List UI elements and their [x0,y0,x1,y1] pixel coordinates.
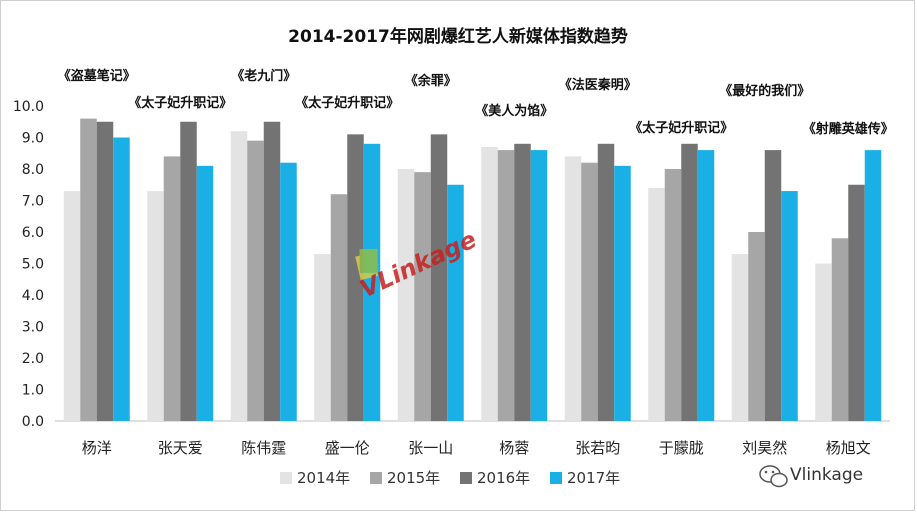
bar [481,146,498,421]
legend-swatch [280,472,292,484]
drama-annotation: 《美人为馅》 [475,103,553,119]
bars-group [63,118,882,422]
bar [864,150,882,421]
x-category-label: 于朦胧 [659,439,704,457]
bar [447,184,464,421]
x-category-label: 刘昊然 [742,439,787,457]
x-category-label: 张一山 [408,439,453,457]
bar [113,137,130,421]
bar [648,187,665,421]
chart-title: 2014-2017年网剧爆红艺人新媒体指数趋势 [288,26,628,47]
bar [514,143,531,422]
drama-annotation: 《盗墓笔记》 [58,68,136,84]
bar [180,121,197,421]
bar [564,156,582,421]
y-tick-label: 5.0 [22,257,44,273]
bar [163,156,181,421]
legend-label: 2016年 [477,469,530,487]
bar [781,191,798,421]
bar [330,194,348,421]
bar [748,232,765,421]
bar [96,121,114,421]
drama-annotation: 《法医秦明》 [559,77,637,93]
x-category-label: 张天爱 [158,439,203,457]
legend-label: 2014年 [297,469,350,487]
x-category-label: 杨洋 [82,439,112,457]
y-tick-label: 0.0 [22,414,44,430]
bar [497,150,515,421]
bar [80,118,97,421]
legend-swatch [460,472,472,484]
bar [414,172,431,421]
bar [831,238,849,421]
x-category-label: 陈伟霆 [241,439,286,457]
drama-annotation: 《射雕英雄传》 [803,121,894,137]
drama-annotation: 《太子妃升职记》 [295,95,399,111]
x-axis-labels: 杨洋 张天爱 陈伟霆 盛一伦 张一山 杨蓉 张若昀 于朦胧 刘昊然 杨旭文 [82,439,871,457]
bar [664,169,682,421]
y-tick-label: 8.0 [22,162,44,178]
bar [848,184,865,421]
x-category-label: 杨蓉 [499,439,529,457]
x-category-label: 杨旭文 [826,439,871,457]
y-tick-label: 1.0 [22,383,44,399]
bar [63,191,81,421]
drama-annotation: 《最好的我们》 [719,83,810,99]
legend-label: 2017年 [567,469,620,487]
bar [147,191,164,421]
bar [614,165,631,421]
drama-annotation: 《太子妃升职记》 [629,120,733,136]
wechat-icon [759,465,788,488]
logo-square-green-icon [359,248,378,274]
bar [263,121,281,421]
y-axis: 0.0 1.0 2.0 3.0 4.0 5.0 6.0 7.0 8.0 9.0 10.0 [13,99,890,430]
bar [530,150,548,421]
legend: 2014年 2015年 2016年 2017年 [280,469,620,487]
legend-label: 2015年 [387,469,440,487]
bar [581,162,598,421]
drama-annotation: 《余罪》 [405,73,457,89]
corner-watermark: Vlinkage [759,465,863,488]
bar [196,165,214,421]
legend-swatch [370,472,382,484]
y-tick-label: 4.0 [22,288,44,304]
corner-watermark-text: Vlinkage [790,465,863,485]
bar [731,254,749,421]
drama-annotation: 《太子妃升职记》 [128,95,232,111]
bar [363,143,381,422]
bar [764,150,782,421]
bar [430,134,448,421]
y-tick-label: 9.0 [22,131,44,147]
x-category-label: 盛一伦 [325,439,370,457]
bar [597,143,615,422]
bar [697,150,715,421]
bar [247,140,264,421]
bar [347,134,364,421]
bar [230,131,248,421]
y-tick-label: 6.0 [22,225,44,241]
y-tick-label: 10.0 [13,99,44,115]
y-tick-label: 2.0 [22,351,44,367]
drama-annotation: 《老九门》 [231,68,296,84]
annotations-group: 《盗墓笔记》《太子妃升职记》《老九门》《太子妃升职记》《余罪》《美人为馅》《法医… [58,68,894,137]
bar [397,169,415,421]
y-tick-label: 3.0 [22,320,44,336]
bar [815,263,832,421]
y-tick-label: 7.0 [22,194,44,210]
legend-swatch [550,472,562,484]
bar [280,162,297,421]
x-category-label: 张若昀 [575,439,620,457]
bar [314,254,331,421]
bar [681,143,698,422]
